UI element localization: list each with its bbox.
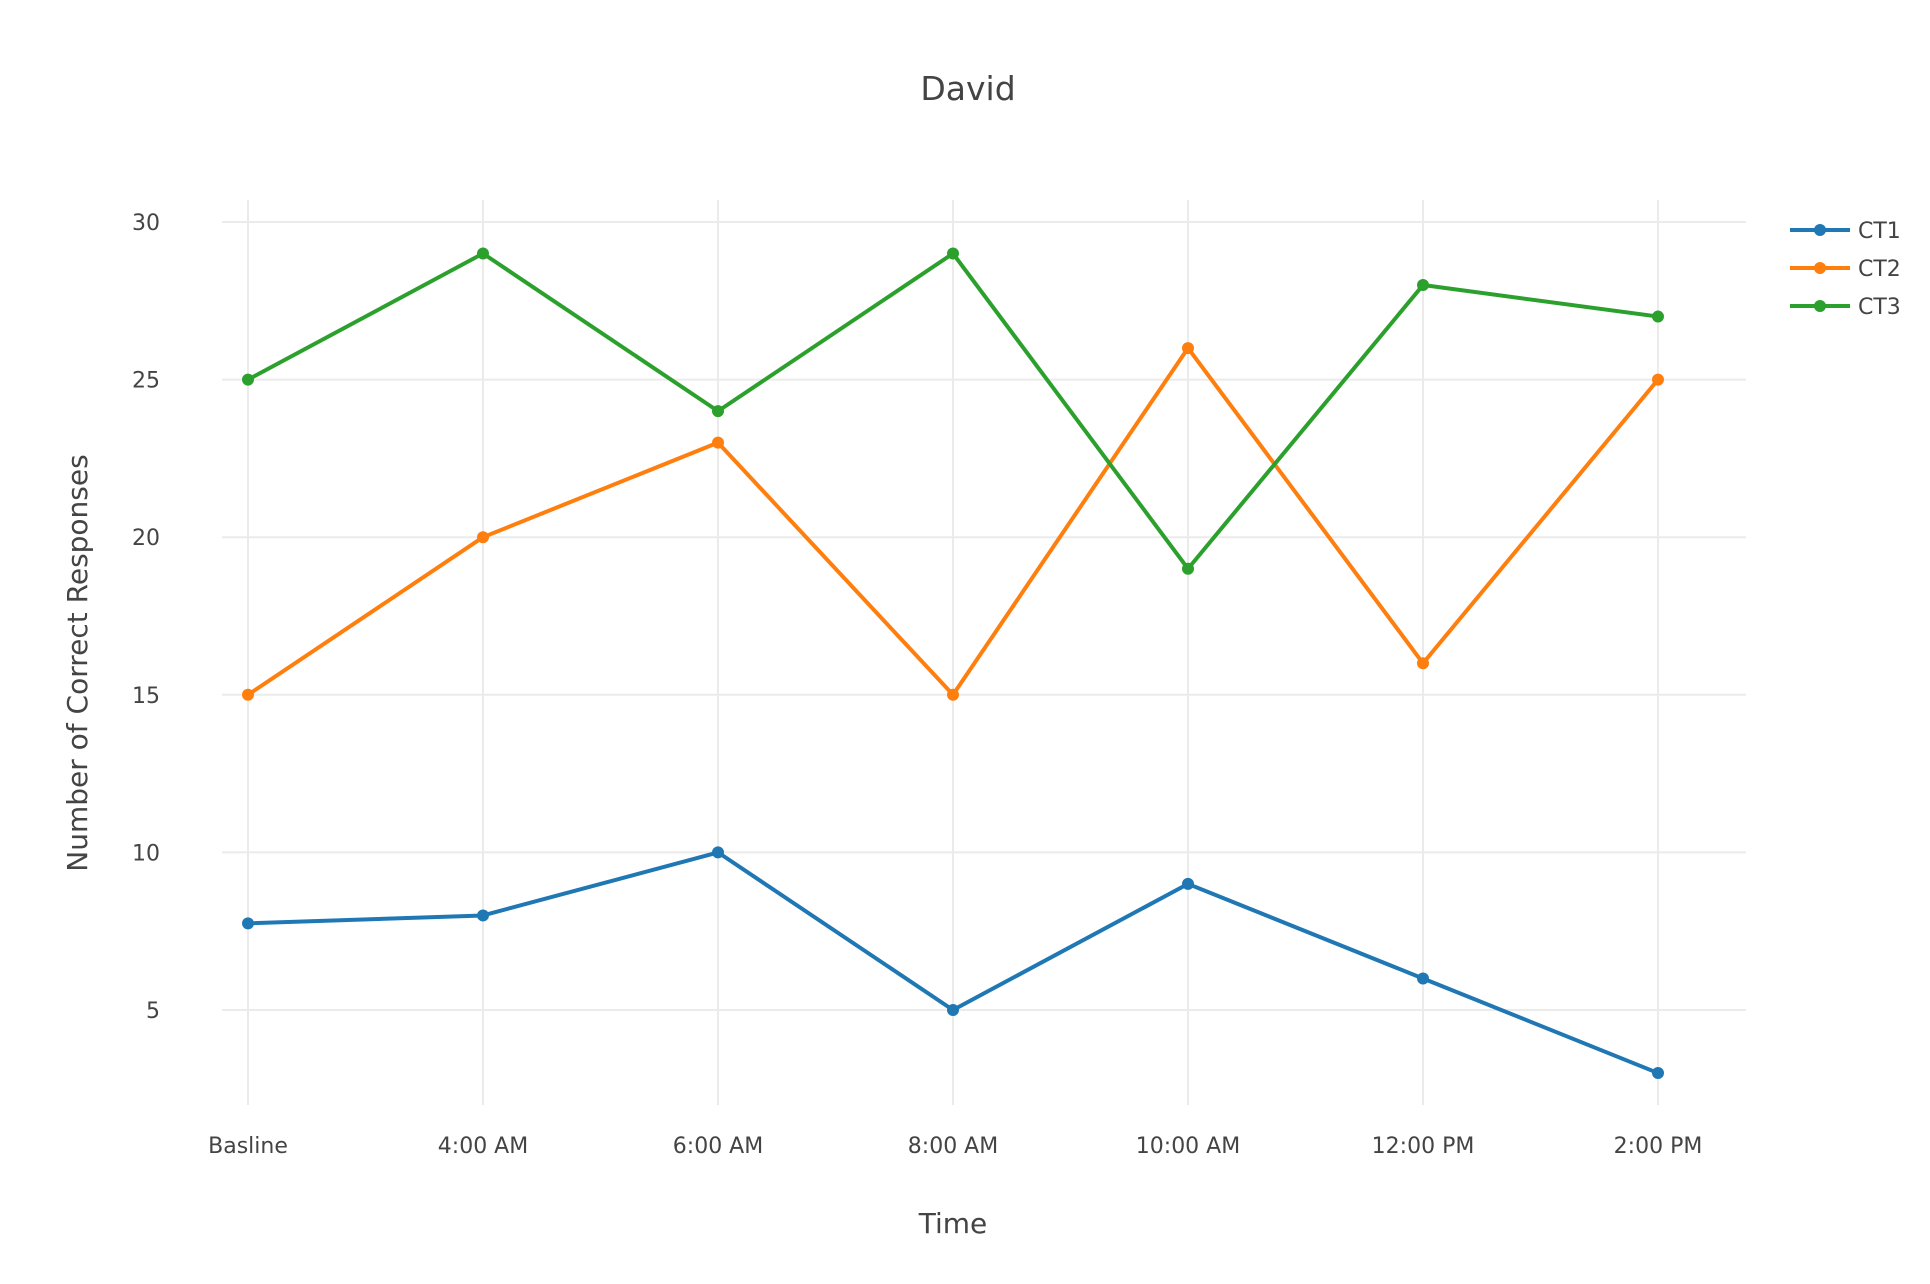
y-tick-label: 25 [132, 369, 160, 394]
series-points [242, 247, 1664, 1080]
legend: CT1 CT2 CT3 [1790, 219, 1901, 320]
data-point-ct3 [242, 373, 254, 386]
x-tick-label: 12:00 PM [1372, 1134, 1475, 1159]
y-tick-label: 30 [132, 211, 160, 236]
y-axis-ticks: 5 10 15 20 25 30 [132, 211, 160, 1024]
x-gridlines [247, 200, 1659, 1105]
data-point-ct2 [242, 688, 254, 701]
data-point-ct3 [1182, 562, 1194, 575]
data-point-ct2 [1652, 373, 1664, 386]
data-point-ct1 [477, 909, 489, 922]
x-tick-label: 4:00 AM [438, 1134, 528, 1159]
y-axis-title: Number of Correct Responses [61, 454, 94, 871]
data-point-ct2 [1417, 657, 1429, 670]
y-tick-label: 20 [132, 526, 160, 551]
data-point-ct1 [242, 917, 254, 930]
data-point-ct1 [712, 846, 724, 859]
data-point-ct2 [1182, 342, 1194, 355]
data-point-ct3 [1417, 279, 1429, 292]
data-point-ct1 [1182, 877, 1194, 890]
legend-label: CT3 [1858, 295, 1901, 320]
legend-label: CT1 [1858, 219, 1901, 244]
data-point-ct3 [1652, 310, 1664, 323]
chart-title: David [920, 69, 1015, 108]
data-point-ct1 [947, 1004, 959, 1016]
legend-swatch-marker [1814, 224, 1826, 236]
x-tick-label: 6:00 AM [673, 1134, 763, 1159]
data-point-ct2 [477, 531, 489, 544]
data-point-ct3 [712, 405, 724, 418]
data-point-ct1 [1652, 1067, 1664, 1080]
legend-swatch-marker [1814, 262, 1826, 274]
legend-swatch-marker [1814, 300, 1826, 312]
y-tick-label: 10 [132, 841, 160, 866]
y-tick-label: 5 [146, 999, 160, 1024]
y-gridlines [222, 221, 1746, 1011]
x-tick-label: Basline [208, 1134, 288, 1159]
legend-label: CT2 [1858, 257, 1901, 282]
x-axis-ticks: Basline 4:00 AM 6:00 AM 8:00 AM 10:00 AM 12:0… [208, 1134, 1702, 1159]
data-point-ct3 [947, 247, 959, 260]
data-point-ct1 [1417, 972, 1429, 985]
x-tick-label: 10:00 AM [1136, 1134, 1240, 1159]
data-point-ct2 [712, 436, 724, 449]
x-tick-label: 2:00 PM [1614, 1134, 1703, 1159]
x-axis-title: Time [918, 1207, 988, 1240]
data-point-ct3 [477, 247, 489, 260]
x-tick-label: 8:00 AM [908, 1134, 998, 1159]
data-point-ct2 [947, 688, 959, 701]
y-tick-label: 15 [132, 684, 160, 709]
